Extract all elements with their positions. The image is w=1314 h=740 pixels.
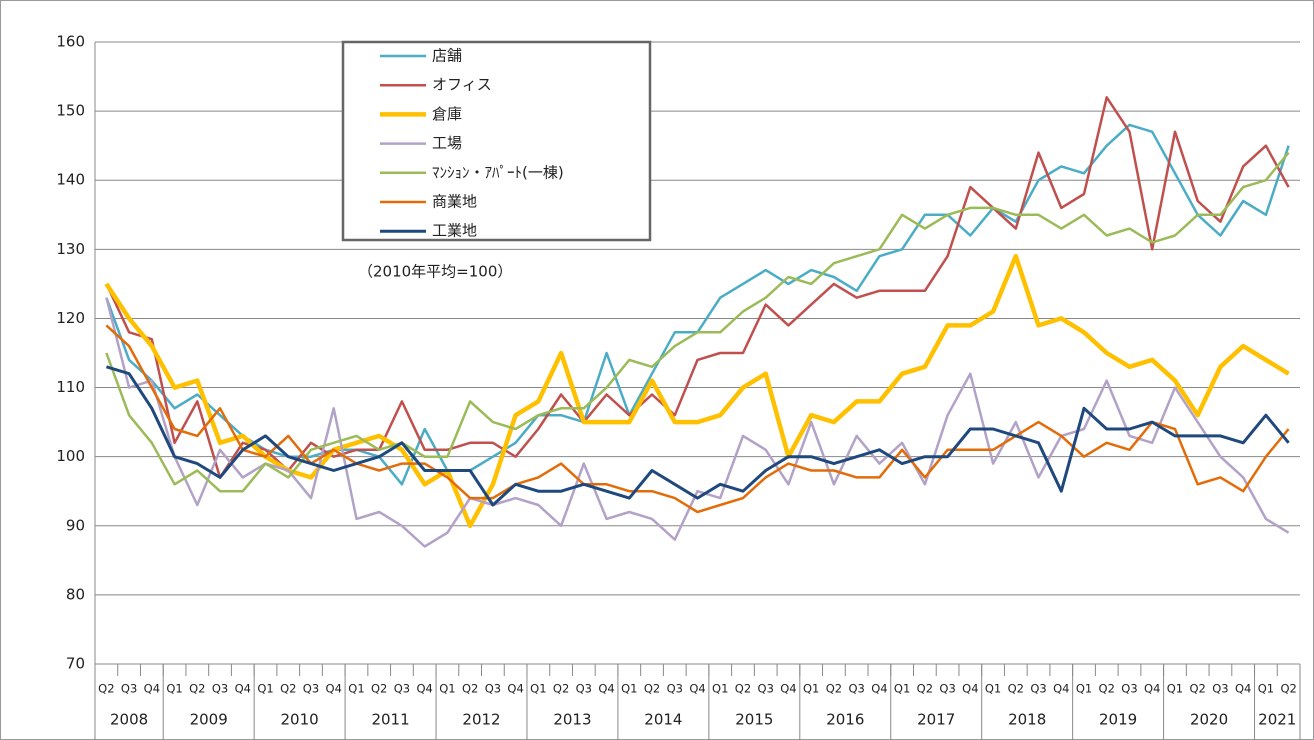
- x-tick-label: Q2: [1099, 682, 1115, 696]
- x-tick-label: Q3: [758, 682, 774, 696]
- x-tick-label: Q2: [826, 682, 842, 696]
- year-label: 2016: [826, 711, 864, 729]
- x-tick-label: Q4: [598, 682, 614, 696]
- x-tick-label: Q1: [257, 682, 273, 696]
- x-tick-label: Q4: [326, 682, 342, 696]
- x-tick-label: Q4: [1144, 682, 1160, 696]
- x-tick-label: Q2: [189, 682, 205, 696]
- y-tick-label: 70: [66, 655, 85, 673]
- x-tick-label: Q3: [485, 682, 501, 696]
- year-label: 2014: [644, 711, 682, 729]
- grid: 70 80 90 100 110 120 130 140 150 160 Q2 Q3 Q4 2008 Q1 Q…: [56, 33, 1301, 740]
- x-tick-label: Q2: [371, 682, 387, 696]
- x-tick-label: Q3: [1212, 682, 1228, 696]
- x-tick-label: Q1: [894, 682, 910, 696]
- x-tick-label: Q2: [1008, 682, 1024, 696]
- x-tick-label: Q2: [1280, 682, 1296, 696]
- legend-label: 商業地: [432, 193, 477, 211]
- x-tick-label: Q1: [1258, 682, 1274, 696]
- x-tick-label: Q1: [530, 682, 546, 696]
- data-line: [105, 324, 1290, 514]
- y-tick-label: 110: [56, 378, 85, 396]
- x-tick-label: Q1: [712, 682, 728, 696]
- lines: [104, 96, 1290, 548]
- x-tick-label: Q3: [848, 682, 864, 696]
- x-tick-label: Q3: [1121, 682, 1137, 696]
- y-tick-label: 100: [56, 447, 85, 465]
- y-tick-label: 140: [56, 171, 85, 189]
- x-tick-label: Q4: [1053, 682, 1069, 696]
- year-label: 2013: [553, 711, 591, 729]
- data-line: [105, 96, 1290, 479]
- year-label: 2021: [1258, 711, 1296, 729]
- x-tick-label: Q3: [667, 682, 683, 696]
- x-tick-label: Q1: [621, 682, 637, 696]
- y-tick-label: 80: [66, 585, 85, 603]
- x-tick-label: Q3: [212, 682, 228, 696]
- y-tick-label: 90: [66, 516, 85, 534]
- legend-label: ﾏﾝｼｮﾝ・ｱﾊﾟｰﾄ(一棟): [432, 163, 564, 181]
- x-tick-label: Q2: [644, 682, 660, 696]
- x-tick-label: Q2: [553, 682, 569, 696]
- x-tick-label: Q1: [439, 682, 455, 696]
- legend-label: 倉庫: [432, 105, 462, 123]
- year-label: 2009: [190, 711, 228, 729]
- x-tick-label: Q1: [803, 682, 819, 696]
- x-tick-label: Q4: [144, 682, 160, 696]
- year-label: 2012: [462, 711, 500, 729]
- data-line: [105, 297, 1290, 548]
- data-line: [105, 151, 1290, 493]
- x-tick-label: Q2: [280, 682, 296, 696]
- x-tick-label: Q2: [98, 682, 114, 696]
- x-tick-label: Q4: [962, 682, 978, 696]
- legend-label: 工業地: [432, 222, 477, 240]
- year-label: 2017: [917, 711, 955, 729]
- year-label: 2010: [281, 711, 319, 729]
- x-tick-label: Q1: [985, 682, 1001, 696]
- year-label: 2019: [1099, 711, 1137, 729]
- x-tick-label: Q4: [689, 682, 705, 696]
- x-tick-label: Q1: [348, 682, 364, 696]
- y-tick-label: 130: [56, 240, 85, 258]
- annotation: （2010年平均=100）: [358, 263, 512, 281]
- legend-label: オフィス: [432, 76, 492, 94]
- y-tick-label: 160: [56, 33, 85, 51]
- data-line: [104, 253, 1290, 529]
- x-tick-label: Q3: [303, 682, 319, 696]
- x-tick-label: Q1: [1167, 682, 1183, 696]
- x-tick-label: Q1: [1076, 682, 1092, 696]
- legend-label: 工場: [432, 134, 462, 152]
- x-tick-label: Q4: [416, 682, 432, 696]
- year-label: 2020: [1190, 711, 1228, 729]
- x-tick-label: Q3: [939, 682, 955, 696]
- x-tick-label: Q3: [121, 682, 137, 696]
- x-tick-label: Q3: [1030, 682, 1046, 696]
- x-tick-label: Q4: [780, 682, 796, 696]
- x-tick-label: Q3: [394, 682, 410, 696]
- data-line: [105, 365, 1290, 507]
- x-tick-label: Q2: [1190, 682, 1206, 696]
- x-tick-label: Q4: [507, 682, 523, 696]
- x-tick-label: Q2: [735, 682, 751, 696]
- legend-box: [341, 40, 652, 242]
- year-label: 2011: [371, 711, 409, 729]
- year-label: 2018: [1008, 711, 1046, 729]
- y-tick-label: 120: [56, 309, 85, 327]
- y-tick-label: 150: [56, 102, 85, 120]
- year-label: 2008: [110, 711, 148, 729]
- x-tick-label: Q2: [917, 682, 933, 696]
- legend-label: 店舗: [432, 47, 462, 65]
- x-tick-label: Q3: [576, 682, 592, 696]
- x-tick-label: Q4: [235, 682, 251, 696]
- x-tick-label: Q2: [462, 682, 478, 696]
- x-tick-label: Q4: [1235, 682, 1251, 696]
- x-tick-label: Q1: [166, 682, 182, 696]
- x-tick-label: Q4: [871, 682, 887, 696]
- year-label: 2015: [735, 711, 773, 729]
